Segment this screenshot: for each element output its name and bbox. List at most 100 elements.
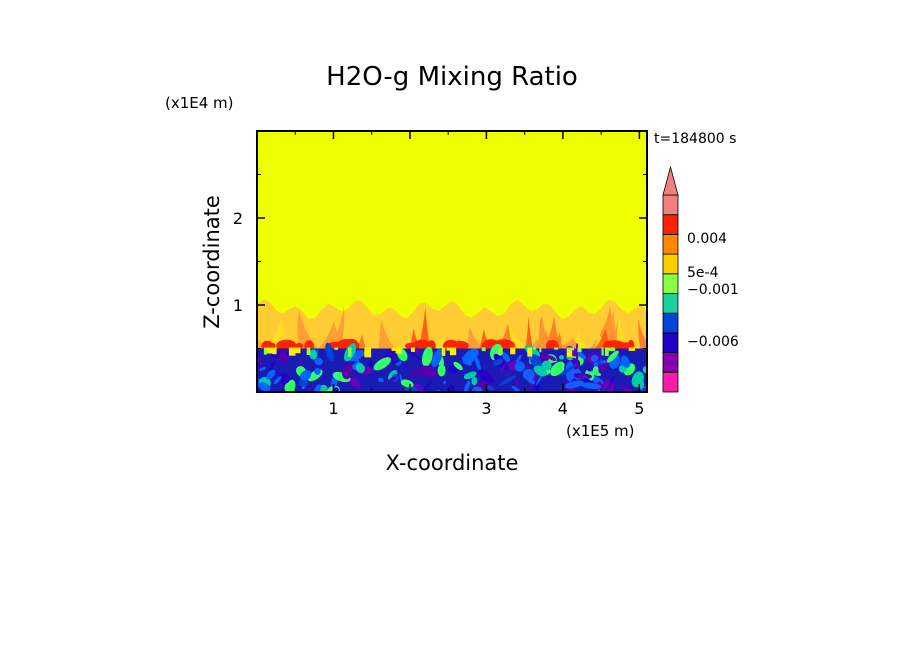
colorbar-segment — [662, 293, 679, 314]
field-plume — [378, 319, 395, 349]
colorbar-label: 5e-4 — [687, 265, 719, 281]
field-red-spot — [452, 340, 469, 351]
field-blob — [524, 365, 530, 369]
colorbar-label: −0.001 — [687, 282, 739, 298]
field-blob — [486, 385, 494, 391]
colorbar-label: 0.004 — [687, 231, 727, 247]
colorbar-segment — [662, 371, 679, 393]
field-blob — [388, 360, 401, 365]
field-blob — [474, 354, 482, 372]
field-blob — [409, 369, 419, 377]
field-blob — [453, 361, 463, 371]
field-fleck — [628, 347, 635, 351]
field-fleck — [266, 347, 273, 354]
field-blob — [601, 379, 611, 390]
field-fleck — [532, 347, 536, 350]
field-blob — [580, 382, 601, 390]
y-tick-label: 1 — [233, 296, 243, 315]
field-blob — [307, 382, 313, 392]
colorbar-segment — [662, 273, 679, 294]
field-blob — [314, 367, 321, 375]
x-axis-label: X-coordinate — [386, 451, 519, 475]
field-blob — [552, 366, 565, 376]
field-blob — [516, 354, 522, 363]
field-blob — [284, 382, 296, 392]
field-plume — [426, 336, 445, 349]
field-fleck — [566, 347, 573, 357]
colorbar-segment — [662, 312, 679, 334]
field-blob — [431, 347, 443, 368]
field-fleck — [441, 347, 446, 356]
field-fleck — [577, 347, 582, 353]
field-fleck — [601, 347, 604, 356]
field-blob — [299, 370, 312, 381]
field-plume — [638, 318, 647, 349]
field-blob — [511, 385, 521, 392]
field-blob — [499, 363, 506, 374]
field-plume — [555, 337, 579, 349]
field-plume — [257, 339, 269, 349]
field-blob — [534, 379, 541, 392]
field-blob — [514, 379, 520, 387]
field-fleck — [391, 347, 396, 351]
field-blob — [493, 358, 504, 366]
y-unit-label: (x1E4 m) — [165, 94, 234, 112]
field-fleck — [481, 347, 486, 352]
field-blob — [279, 349, 288, 365]
field-fleck — [306, 347, 311, 355]
field-blob — [422, 346, 433, 367]
field-blob — [415, 347, 419, 356]
field-blob — [421, 379, 433, 392]
field-blob — [560, 364, 577, 376]
field-plume — [297, 308, 318, 349]
colorbar-label: −0.006 — [687, 334, 739, 350]
field-blob — [266, 369, 276, 380]
field-blob — [505, 372, 510, 377]
field-blob — [330, 376, 338, 388]
field-blob — [608, 375, 615, 389]
field-fleck — [334, 347, 339, 350]
x-tick-label: 2 — [405, 399, 415, 418]
field-blob — [273, 376, 282, 385]
field-fleck — [604, 347, 609, 356]
field-plume — [328, 305, 345, 349]
field-blob — [258, 382, 271, 392]
colorbar-extend-arrow — [662, 165, 679, 196]
field-fleck — [510, 347, 516, 355]
field-blob — [325, 342, 334, 362]
colorbar-segment — [662, 194, 679, 216]
y-axis-label: Z-coordinate — [200, 195, 224, 329]
axis-ticks: 1 2 3 4 5 1 2 — [233, 131, 647, 418]
field-blob — [309, 349, 318, 360]
field-red-spot — [404, 342, 419, 350]
field-blob — [529, 354, 543, 368]
field-blob — [313, 384, 321, 392]
field-blob — [559, 354, 564, 360]
field-plume — [616, 315, 631, 349]
field-blob — [600, 360, 608, 364]
field-blob — [443, 380, 446, 385]
colorbar-segment — [662, 253, 679, 275]
field-fleck — [527, 347, 533, 357]
field-fleck — [410, 347, 415, 352]
field-fleck — [647, 348, 654, 352]
field-fleck — [348, 347, 352, 357]
field-blob — [299, 378, 309, 388]
field-blob — [417, 365, 438, 379]
field-blob — [389, 376, 397, 381]
field-blob — [406, 349, 421, 360]
field-blob — [636, 378, 644, 389]
colorbar-segment — [662, 332, 679, 353]
field-blob — [566, 355, 573, 361]
colorbar-segment — [662, 233, 679, 255]
colorbar-segment — [662, 214, 679, 235]
field-plume — [577, 336, 590, 349]
field-blob — [514, 361, 525, 372]
field-blob — [547, 355, 557, 361]
x-unit-label: (x1E5 m) — [566, 422, 635, 440]
field-fleck — [288, 347, 296, 356]
field-blob — [341, 362, 353, 380]
field-blob — [539, 352, 550, 363]
field-blob — [355, 362, 365, 373]
